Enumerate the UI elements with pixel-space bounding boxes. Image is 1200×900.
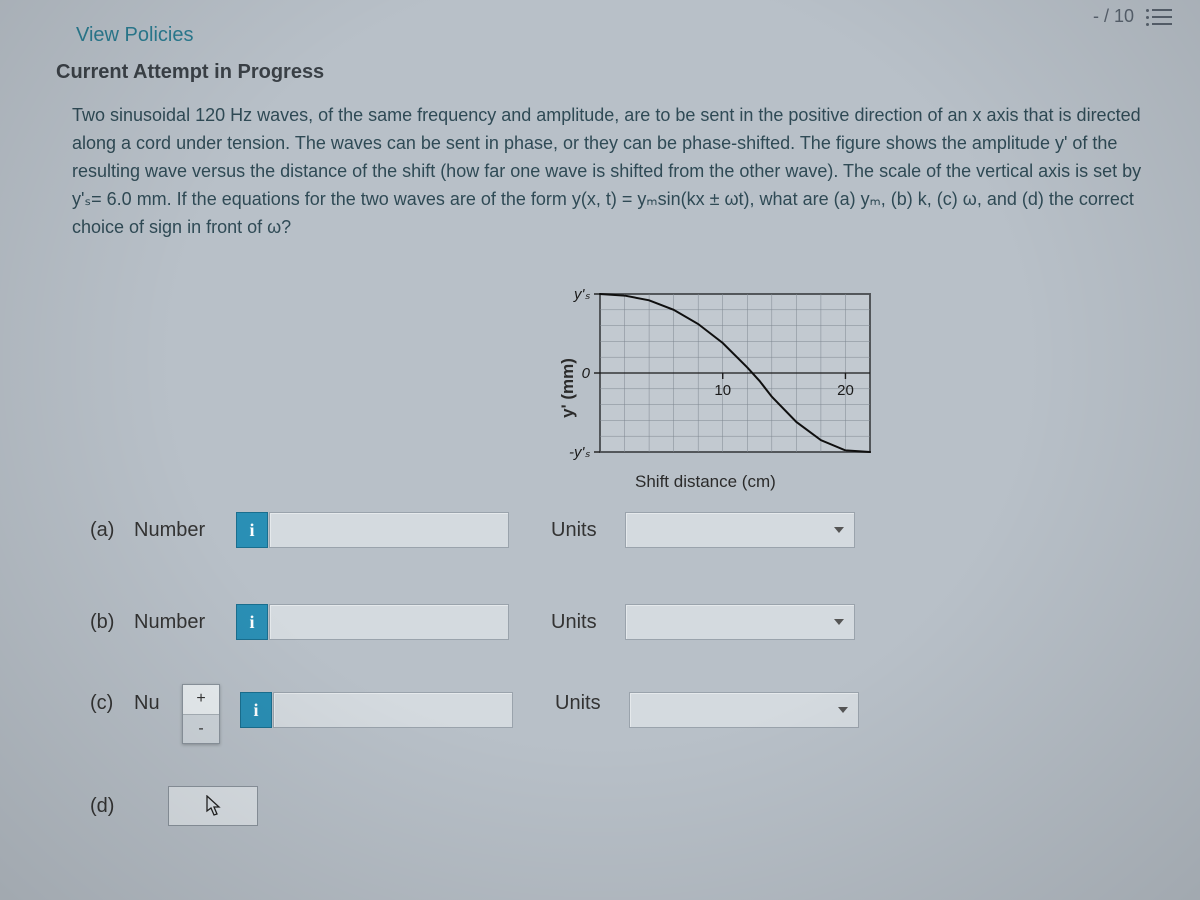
chart-plot: y'ₛ0-y'ₛ1020 — [600, 294, 870, 452]
units-select-a[interactable] — [625, 512, 855, 548]
units-select-b[interactable] — [625, 604, 855, 640]
units-label-a: Units — [551, 519, 611, 542]
sign-spinner-c[interactable]: + - — [182, 684, 220, 744]
part-tag-d: (d) — [90, 795, 120, 818]
answer-row-b: (b) Number i Units — [90, 600, 1130, 644]
answer-row-a: (a) Number i Units — [90, 508, 1130, 552]
number-label-a: Number — [134, 519, 205, 542]
number-label-c: Nu — [134, 692, 160, 715]
svg-text:-y'ₛ: -y'ₛ — [569, 444, 590, 461]
units-label-c: Units — [555, 692, 615, 715]
view-policies-link[interactable]: View Policies — [76, 24, 1170, 47]
svg-text:0: 0 — [582, 365, 591, 382]
number-input-a[interactable] — [269, 512, 509, 548]
cursor-icon — [205, 795, 221, 817]
svg-text:y'ₛ: y'ₛ — [573, 286, 590, 303]
units-select-c[interactable] — [629, 692, 859, 728]
figure: y' (mm) y'ₛ0-y'ₛ1020 Shift distance (cm) — [540, 288, 900, 488]
spinner-minus[interactable]: - — [183, 715, 219, 744]
part-tag-c: (c) — [90, 692, 120, 715]
spinner-plus[interactable]: + — [183, 685, 219, 715]
number-input-c[interactable] — [273, 692, 513, 728]
svg-text:20: 20 — [837, 382, 854, 399]
answer-row-c: (c) Nu + - i Units — [90, 692, 1130, 736]
number-input-b[interactable] — [269, 604, 509, 640]
answer-row-d: (d) — [90, 784, 1130, 828]
x-axis-label: Shift distance (cm) — [635, 472, 776, 492]
sign-select-d[interactable] — [168, 786, 258, 826]
question-panel: View Policies Current Attempt in Progres… — [50, 18, 1170, 890]
info-button-c[interactable]: i — [240, 692, 272, 728]
info-button-b[interactable]: i — [236, 604, 268, 640]
y-axis-label: y' (mm) — [558, 358, 578, 418]
answers-area: (a) Number i Units (b) Number i Units (c… — [90, 508, 1130, 876]
attempt-heading: Current Attempt in Progress — [56, 61, 1170, 84]
chart-svg: y'ₛ0-y'ₛ1020 — [600, 294, 870, 452]
info-button-a[interactable]: i — [236, 512, 268, 548]
problem-text: Two sinusoidal 120 Hz waves, of the same… — [72, 102, 1150, 241]
part-tag-b: (b) — [90, 611, 120, 634]
part-tag-a: (a) — [90, 519, 120, 542]
svg-text:10: 10 — [714, 382, 731, 399]
units-label-b: Units — [551, 611, 611, 634]
number-label-b: Number — [134, 611, 205, 634]
